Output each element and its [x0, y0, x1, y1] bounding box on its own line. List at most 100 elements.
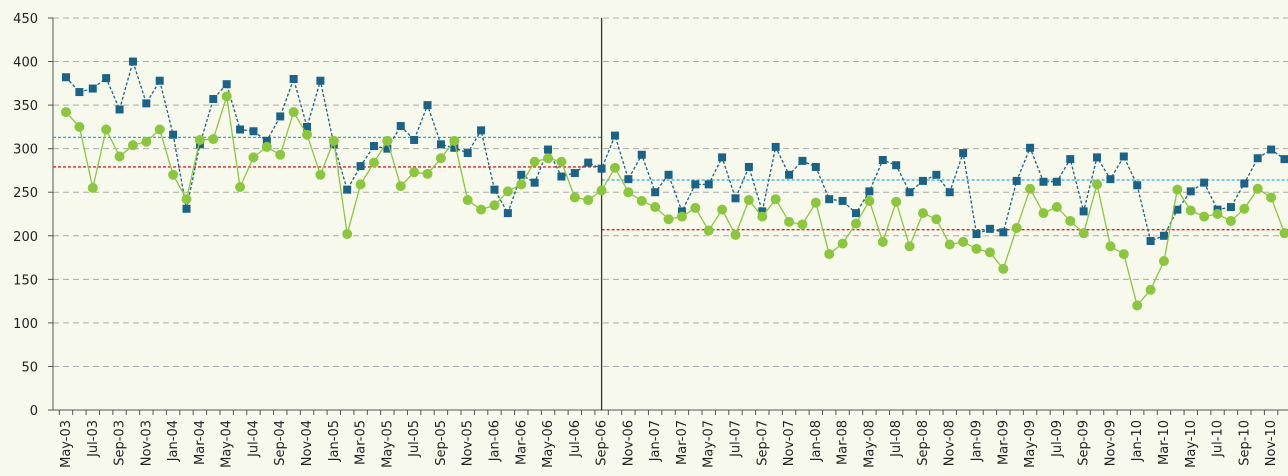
- marker: [248, 152, 259, 163]
- marker: [262, 136, 271, 145]
- marker: [1186, 187, 1195, 196]
- marker: [1105, 241, 1116, 252]
- marker: [971, 243, 982, 254]
- marker: [1011, 222, 1022, 233]
- marker: [423, 101, 432, 110]
- marker: [410, 135, 419, 144]
- marker: [904, 241, 915, 252]
- marker: [758, 207, 767, 216]
- y-tick-label: 450: [13, 12, 38, 27]
- marker: [222, 80, 231, 89]
- marker: [235, 181, 246, 192]
- marker: [717, 204, 728, 215]
- marker: [435, 153, 446, 164]
- marker: [609, 162, 620, 173]
- marker: [155, 76, 164, 85]
- series-line: [65, 59, 1285, 242]
- marker: [1119, 152, 1128, 161]
- marker: [169, 130, 178, 139]
- marker: [395, 181, 406, 192]
- marker: [502, 186, 513, 197]
- x-tick-label: Jan-07: [648, 420, 663, 462]
- marker: [824, 249, 835, 260]
- x-tick-label: Nov-05: [461, 420, 476, 466]
- marker: [289, 74, 298, 83]
- marker: [382, 135, 393, 146]
- x-tick-label: May-09: [1023, 420, 1038, 468]
- marker: [1025, 183, 1036, 194]
- marker: [369, 142, 378, 151]
- marker: [811, 162, 820, 171]
- marker: [1253, 154, 1262, 163]
- marker: [516, 179, 527, 190]
- marker: [744, 162, 753, 171]
- x-tick-label: May-06: [541, 420, 556, 468]
- x-tick-label: Nov-04: [300, 420, 315, 466]
- marker: [731, 194, 740, 203]
- x-tick-label: May-07: [702, 420, 717, 468]
- y-tick-label: 50: [21, 360, 38, 375]
- x-tick-label: May-05: [380, 420, 395, 468]
- series-line: [65, 96, 1286, 307]
- marker: [1146, 237, 1155, 246]
- marker: [61, 107, 71, 118]
- marker: [1051, 202, 1062, 213]
- x-tick-label: Sep-07: [755, 420, 770, 466]
- x-tick-label: Mar-05: [354, 420, 369, 465]
- marker: [931, 214, 942, 225]
- marker: [476, 204, 487, 215]
- marker: [396, 122, 405, 131]
- marker: [891, 196, 902, 207]
- x-tick-label: Jul-04: [246, 420, 261, 458]
- marker: [101, 124, 112, 135]
- marker: [463, 149, 472, 158]
- x-tick-label: May-08: [862, 420, 877, 468]
- marker: [1158, 256, 1169, 267]
- marker: [999, 228, 1008, 237]
- marker: [355, 179, 366, 190]
- marker: [650, 202, 661, 213]
- marker: [315, 169, 326, 180]
- marker: [1159, 231, 1168, 240]
- marker: [743, 195, 754, 206]
- marker: [1065, 215, 1076, 226]
- marker: [677, 207, 686, 216]
- marker: [276, 112, 285, 121]
- marker: [517, 170, 526, 179]
- marker: [1093, 153, 1102, 162]
- marker: [1280, 155, 1288, 164]
- marker: [1052, 177, 1061, 186]
- marker: [972, 230, 981, 239]
- marker: [877, 236, 888, 247]
- marker: [368, 157, 379, 168]
- x-tick-label: Jan-04: [166, 420, 181, 462]
- marker: [221, 91, 232, 102]
- marker: [87, 182, 98, 193]
- marker: [704, 180, 713, 189]
- marker: [998, 263, 1009, 274]
- marker: [569, 192, 580, 203]
- marker: [1012, 176, 1021, 185]
- marker: [477, 126, 486, 135]
- x-tick-label: Nov-03: [139, 420, 154, 466]
- y-tick-label: 400: [13, 56, 38, 71]
- marker: [1173, 205, 1182, 214]
- x-tick-label: Jan-06: [487, 420, 502, 462]
- marker: [450, 143, 459, 152]
- marker: [490, 185, 499, 194]
- marker: [676, 211, 687, 222]
- x-tick-label: Mar-07: [675, 420, 690, 465]
- marker: [328, 135, 339, 146]
- marker: [236, 125, 245, 134]
- x-tick-label: Jan-09: [970, 420, 985, 462]
- marker: [932, 170, 941, 179]
- marker: [771, 142, 780, 151]
- marker: [181, 194, 192, 205]
- marker: [1039, 177, 1048, 186]
- marker: [1240, 179, 1249, 188]
- marker: [115, 105, 124, 114]
- marker: [905, 188, 914, 197]
- marker: [383, 144, 392, 153]
- y-tick-label: 0: [30, 404, 38, 419]
